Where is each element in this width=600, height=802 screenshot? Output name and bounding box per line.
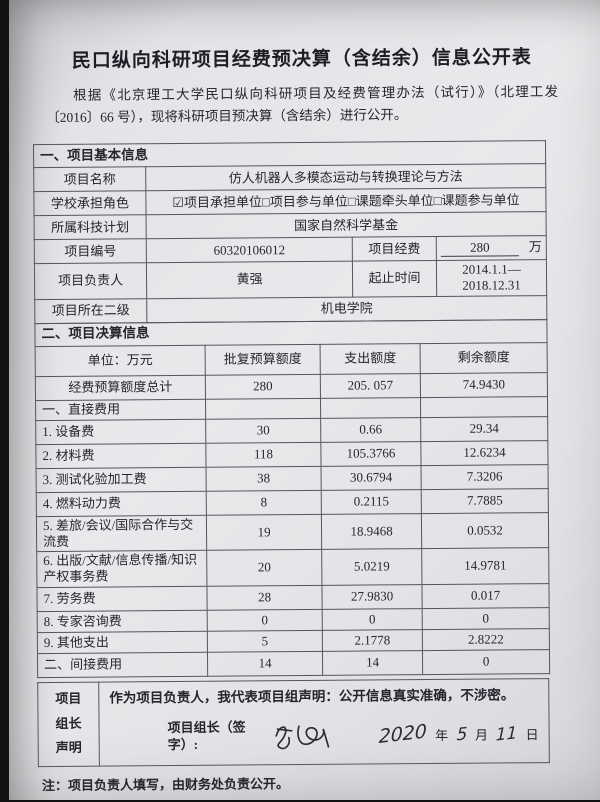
budget-remaining-cell: 74.9430 <box>420 372 548 398</box>
project-number-value: 60320106012 <box>146 237 353 263</box>
budget-row: 5. 差旅/会议/国际合作与交流费 19 18.9468 0.0532 <box>36 512 549 552</box>
sign-label: 项目组长（签字）: <box>167 719 246 752</box>
leader-value: 黄强 <box>146 261 353 299</box>
day-label: 日 <box>525 726 539 742</box>
budget-spent-cell: 0 <box>322 608 423 631</box>
budget-label-cell: 1. 设备费 <box>35 418 206 445</box>
month-label: 月 <box>474 727 489 743</box>
budget-approved-cell: 38 <box>206 466 322 491</box>
budget-approved-cell: 30 <box>205 418 321 443</box>
budget-spent-cell: 14 <box>322 650 423 676</box>
budget-remaining-cell: 12.6234 <box>420 440 549 466</box>
funds-amount: 280 <box>440 239 519 258</box>
budget-approved-cell: 280 <box>205 374 321 399</box>
budget-label-cell: 3. 测试化验加工费 <box>36 466 207 493</box>
budget-remaining-cell: 0 <box>422 649 550 675</box>
budget-approved-cell <box>205 398 321 419</box>
budget-approved-cell: 5 <box>207 630 323 652</box>
budget-approved-cell: 19 <box>206 514 322 551</box>
budget-approved-cell: 28 <box>206 585 323 610</box>
budget-remaining-cell: 29.34 <box>420 416 548 442</box>
role-options: ☑项目承担单位□项目参与单位□课题牵头单位□课题参与单位 <box>145 187 547 215</box>
budget-approved-cell: 8 <box>206 490 322 515</box>
approved-column-header: 批复预算额度 <box>205 344 321 375</box>
budget-label-cell: 6. 出版/文献/信息传播/知识产权事务费 <box>36 550 207 588</box>
page-title: 民口纵向科研项目经费预决算（含结余）信息公开表 <box>71 47 532 72</box>
document-content: 民口纵向科研项目经费预决算（含结余）信息公开表 根据《北京理工大学民口纵向科研项… <box>6 0 600 802</box>
budget-header-row: 单位：万元 批复预算额度 支出额度 剩余额度 <box>35 342 548 377</box>
budget-remaining-cell: 0 <box>422 607 550 630</box>
leader-label: 项目负责人 <box>34 262 147 300</box>
funds-value: 280 万 <box>436 235 547 261</box>
project-name-value: 仿人机器人多模态运动与转换理论与方法 <box>145 163 546 191</box>
budget-approved-cell: 118 <box>205 442 322 467</box>
budget-approved-cell: 14 <box>207 651 323 676</box>
budget-label-cell: 2. 材料费 <box>35 442 207 469</box>
sign-month-value: 5 <box>455 723 468 746</box>
budget-spent-cell: 18.9468 <box>321 513 422 550</box>
program-label: 所属科技计划 <box>34 214 147 240</box>
declaration-body: 作为项目负责人，我代表项目组声明：公开信息真实准确，不涉密。 项目组长（签字）:… <box>98 678 550 766</box>
budget-label-cell: 4. 燃料动力费 <box>36 490 207 517</box>
budget-remaining-cell: 14.9781 <box>421 547 549 585</box>
declaration-table: 项目 组长 声明 作为项目负责人，我代表项目组声明：公开信息真实准确，不涉密。 … <box>37 678 550 767</box>
budget-label-cell: 一、直接费用 <box>35 398 206 421</box>
table-row: 项目负责人 黄强 起止时间 2014.1.1—2018.12.31 <box>34 259 547 300</box>
budget-remaining-cell: 7.7885 <box>421 488 549 514</box>
sign-date: 2020 年 5 月 11 日 <box>378 720 539 748</box>
role-label: 学校承担角色 <box>33 190 147 216</box>
budget-spent-cell: 205. 057 <box>320 373 421 399</box>
budget-label-cell: 经费预算额度总计 <box>35 374 206 401</box>
basic-info-table: 一、项目基本信息 项目名称 仿人机器人多模态运动与转换理论与方法 学校承担角色 … <box>33 140 547 324</box>
budget-label-cell: 二、间接费用 <box>37 651 208 678</box>
spent-column-header: 支出额度 <box>320 343 421 375</box>
program-value: 国家自然科学基金 <box>146 211 547 239</box>
period-label: 起止时间 <box>352 260 437 297</box>
remaining-column-header: 剩余额度 <box>420 342 548 374</box>
project-name-label: 项目名称 <box>33 166 146 192</box>
declaration-side-label: 项目 组长 声明 <box>37 681 100 767</box>
budget-approved-cell: 20 <box>206 549 322 586</box>
budget-spent-cell: 30.6794 <box>321 465 422 491</box>
budget-spent-cell: 0.66 <box>320 417 421 443</box>
budget-approved-cell: 0 <box>207 609 323 631</box>
budget-spent-cell: 27.9830 <box>321 584 423 610</box>
paper-sheet <box>9 0 600 800</box>
budget-label-cell: 9. 其他支出 <box>37 630 208 654</box>
table-row: 项目 组长 声明 作为项目负责人，我代表项目组声明：公开信息真实准确，不涉密。 … <box>37 678 550 767</box>
signature-handwriting <box>275 724 330 749</box>
dept-label: 项目所在二级 <box>34 298 147 324</box>
funds-label: 项目经费 <box>352 236 437 262</box>
budget-spent-cell: 105.3766 <box>320 441 422 467</box>
budget-row: 二、间接费用 14 14 0 <box>37 649 550 678</box>
budget-label-cell: 8. 专家咨询费 <box>37 609 208 633</box>
sign-day-value: 11 <box>495 722 518 746</box>
year-label: 年 <box>435 727 449 743</box>
budget-label-cell: 7. 劳务费 <box>36 585 208 612</box>
project-number-label: 项目编号 <box>34 238 147 264</box>
period-value: 2014.1.1—2018.12.31 <box>436 259 547 297</box>
budget-spent-cell: 5.0219 <box>321 548 422 586</box>
budget-spent-cell <box>320 397 421 419</box>
intro-paragraph: 根据《北京理工大学民口纵向科研项目及经费管理办法（试行）》（北理工发〔2016〕… <box>46 83 559 125</box>
footnote: 注：项目负责人填写，由财务处负责公开。 <box>41 775 290 793</box>
budget-remaining-cell: 2.8222 <box>422 628 550 651</box>
signature-row: 项目组长（签字）: 2020 年 5 月 <box>167 714 539 757</box>
budget-spent-cell: 2.1778 <box>322 629 423 652</box>
budget-remaining-cell <box>420 396 548 418</box>
unit-column-header: 单位：万元 <box>35 344 206 377</box>
budget-remaining-cell: 0.0532 <box>421 512 549 549</box>
budget-label-cell: 5. 差旅/会议/国际合作与交流费 <box>36 514 207 552</box>
budget-row: 6. 出版/文献/信息传播/知识产权事务费 20 5.0219 14.9781 <box>36 547 549 588</box>
budget-remaining-cell: 0.017 <box>421 583 550 609</box>
sign-year-value: 2020 <box>378 720 428 748</box>
budget-remaining-cell: 7.3206 <box>421 464 549 490</box>
declaration-statement: 作为项目负责人，我代表项目组声明：公开信息真实准确，不涉密。 <box>109 687 515 706</box>
budget-spent-cell: 0.2115 <box>321 489 422 515</box>
funds-unit: 万 <box>528 239 542 255</box>
budget-table: 二、项目决算信息 单位：万元 批复预算额度 支出额度 剩余额度 经费预算额度总计… <box>34 319 550 678</box>
